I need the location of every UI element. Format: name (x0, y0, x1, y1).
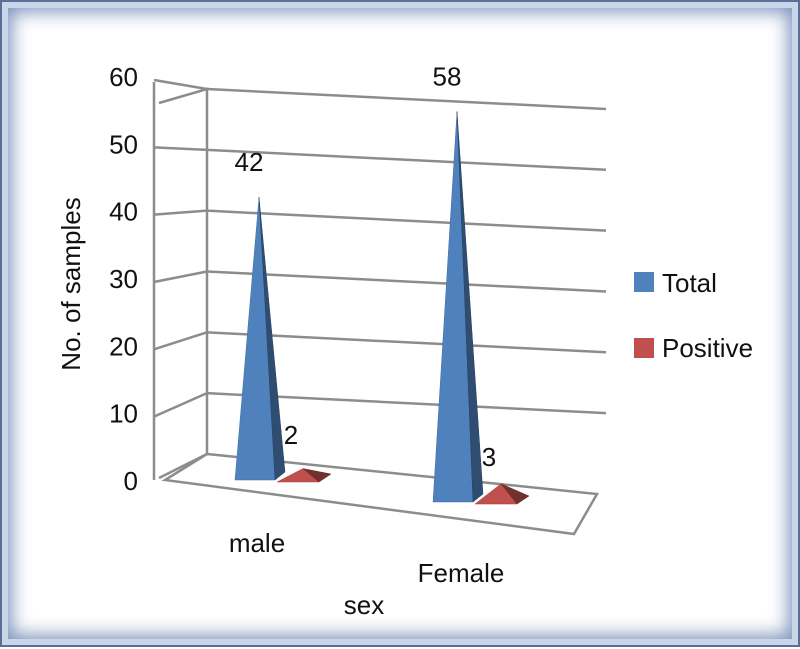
gridline (206, 87, 607, 111)
x-category-label: male (229, 528, 285, 558)
chart-floor (161, 452, 600, 536)
gridline-side (153, 270, 208, 284)
gridlines (153, 78, 607, 418)
gridline-side (153, 209, 208, 216)
legend: Total Positive (634, 268, 753, 363)
y-tick-label: 30 (109, 264, 138, 294)
y-tick-label: 40 (109, 197, 138, 227)
data-label-total-female: 58 (433, 61, 462, 91)
gridline (206, 148, 607, 172)
pyramid-positive-male-side (302, 468, 332, 483)
pyramid-positive-female-side (500, 483, 530, 505)
y-tick-label: 0 (124, 466, 138, 496)
gridline (206, 209, 607, 232)
gridline (206, 270, 607, 293)
pyramid-total-female-side (456, 111, 484, 503)
x-axis-title: sex (344, 590, 384, 620)
y-tick-label: 10 (109, 399, 138, 429)
x-category-label: Female (418, 558, 505, 588)
legend-label-positive: Positive (662, 333, 753, 363)
pyramid-total-male-side (258, 197, 286, 481)
y-tick-label: 50 (109, 129, 138, 159)
y-tick-label: 20 (109, 331, 138, 361)
gridline-side (153, 146, 208, 152)
data-label-total-male: 42 (235, 147, 264, 177)
gridline-side (153, 78, 208, 91)
y-axis-title: No. of samples (56, 197, 86, 370)
series-marks (234, 111, 530, 505)
x-axis-categories: male Female (229, 528, 505, 588)
gridline (206, 331, 607, 354)
legend-label-total: Total (662, 268, 717, 298)
gridline-side (153, 331, 208, 351)
y-axis-ticks: 0 10 20 30 40 50 60 (109, 62, 138, 496)
gridline-side (153, 392, 208, 418)
data-label-positive-female: 3 (482, 442, 496, 472)
legend-swatch-total (634, 272, 654, 292)
data-label-positive-male: 2 (284, 420, 298, 450)
legend-swatch-positive (634, 338, 654, 358)
y-tick-label: 60 (109, 62, 138, 92)
data-labels: 42 2 58 3 (235, 61, 497, 472)
